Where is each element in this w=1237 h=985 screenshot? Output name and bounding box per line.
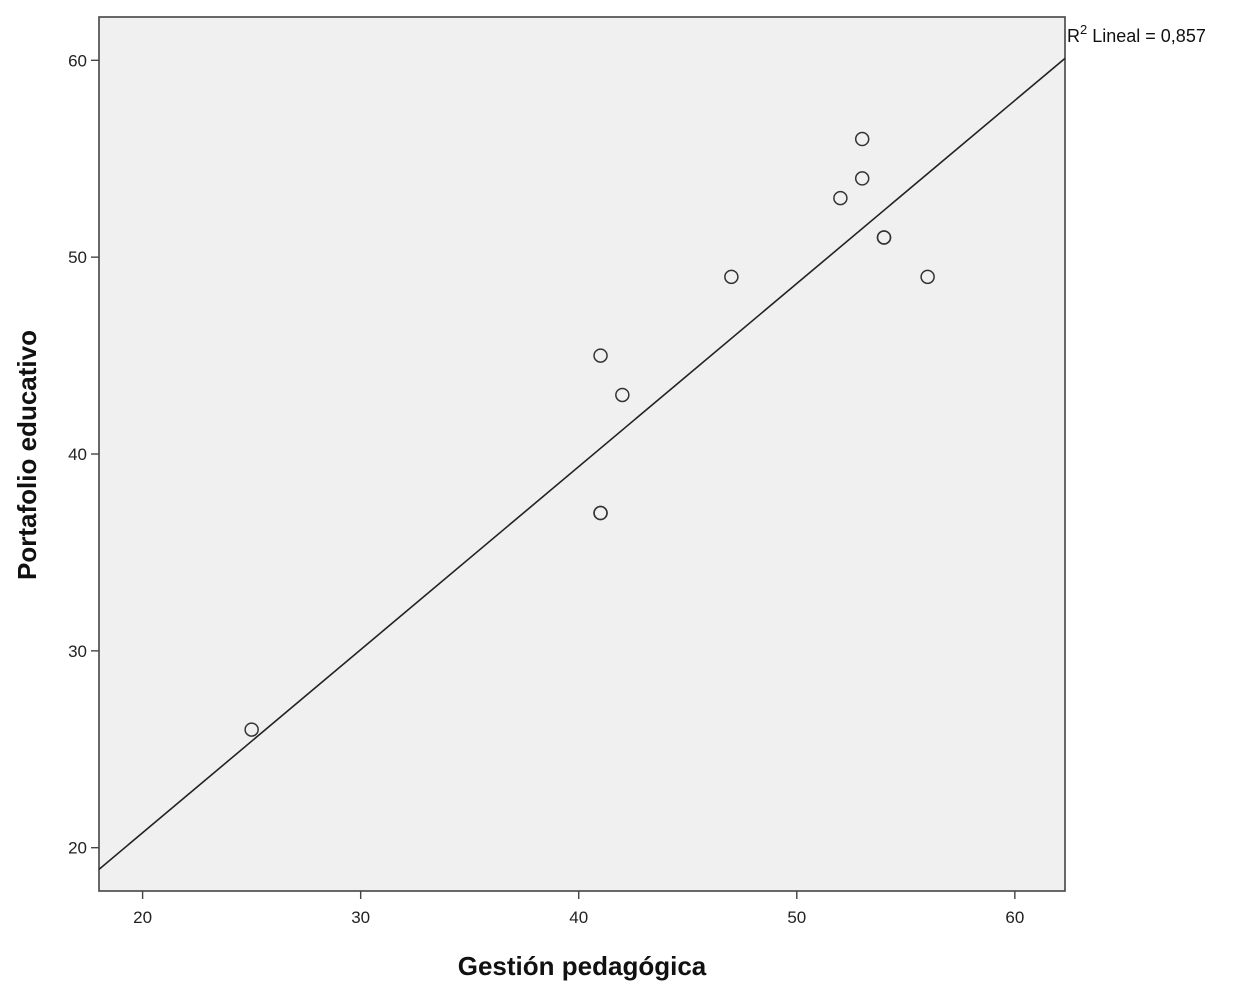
data-point [615, 387, 630, 403]
data-point [244, 722, 259, 737]
data-point [854, 131, 870, 147]
x-tick-label: 40 [569, 908, 588, 927]
r-squared-prefix: R [1067, 26, 1080, 46]
x-axis-title: Gestión pedagógica [458, 951, 707, 981]
data-point [593, 348, 608, 363]
x-tick-label: 30 [351, 908, 370, 927]
data-point [854, 171, 870, 186]
y-tick-label: 50 [68, 248, 87, 267]
data-point [833, 190, 848, 206]
y-tick-label: 60 [68, 51, 87, 70]
data-point [724, 269, 739, 285]
r-squared-annotation: R2 Lineal = 0,857 [1067, 22, 1206, 46]
data-point [920, 269, 935, 285]
regression-line-layer [98, 57, 1066, 870]
y-tick-label: 30 [68, 642, 87, 661]
x-tick-label: 50 [787, 908, 806, 927]
data-points [244, 131, 935, 737]
r-squared-value: Lineal = 0,857 [1087, 26, 1206, 46]
regression-line [98, 57, 1066, 870]
y-tick-label: 40 [68, 445, 87, 464]
x-tick-label: 20 [133, 908, 152, 927]
y-tick-label: 20 [68, 839, 87, 858]
r-squared-superscript: 2 [1080, 22, 1087, 37]
data-point [876, 230, 892, 245]
x-tick-label: 60 [1005, 908, 1024, 927]
x-axis: 20 30 40 50 60 [133, 891, 1024, 927]
data-point [593, 505, 608, 521]
plot-area [98, 16, 1066, 892]
y-axis: 20 30 40 50 60 [68, 51, 99, 858]
y-axis-title: Portafolio educativo [12, 330, 42, 580]
